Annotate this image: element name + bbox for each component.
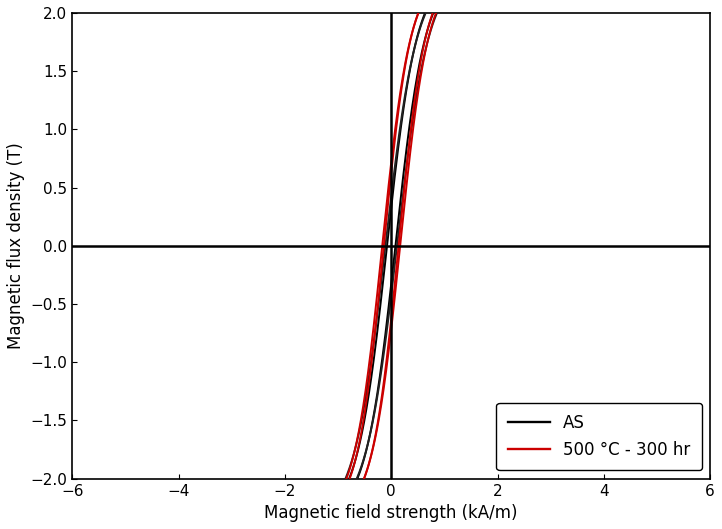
Y-axis label: Magnetic flux density (T): Magnetic flux density (T) [7,142,25,349]
X-axis label: Magnetic field strength (kA/m): Magnetic field strength (kA/m) [264,504,518,522]
Legend: AS, 500 °C - 300 hr: AS, 500 °C - 300 hr [496,403,702,470]
